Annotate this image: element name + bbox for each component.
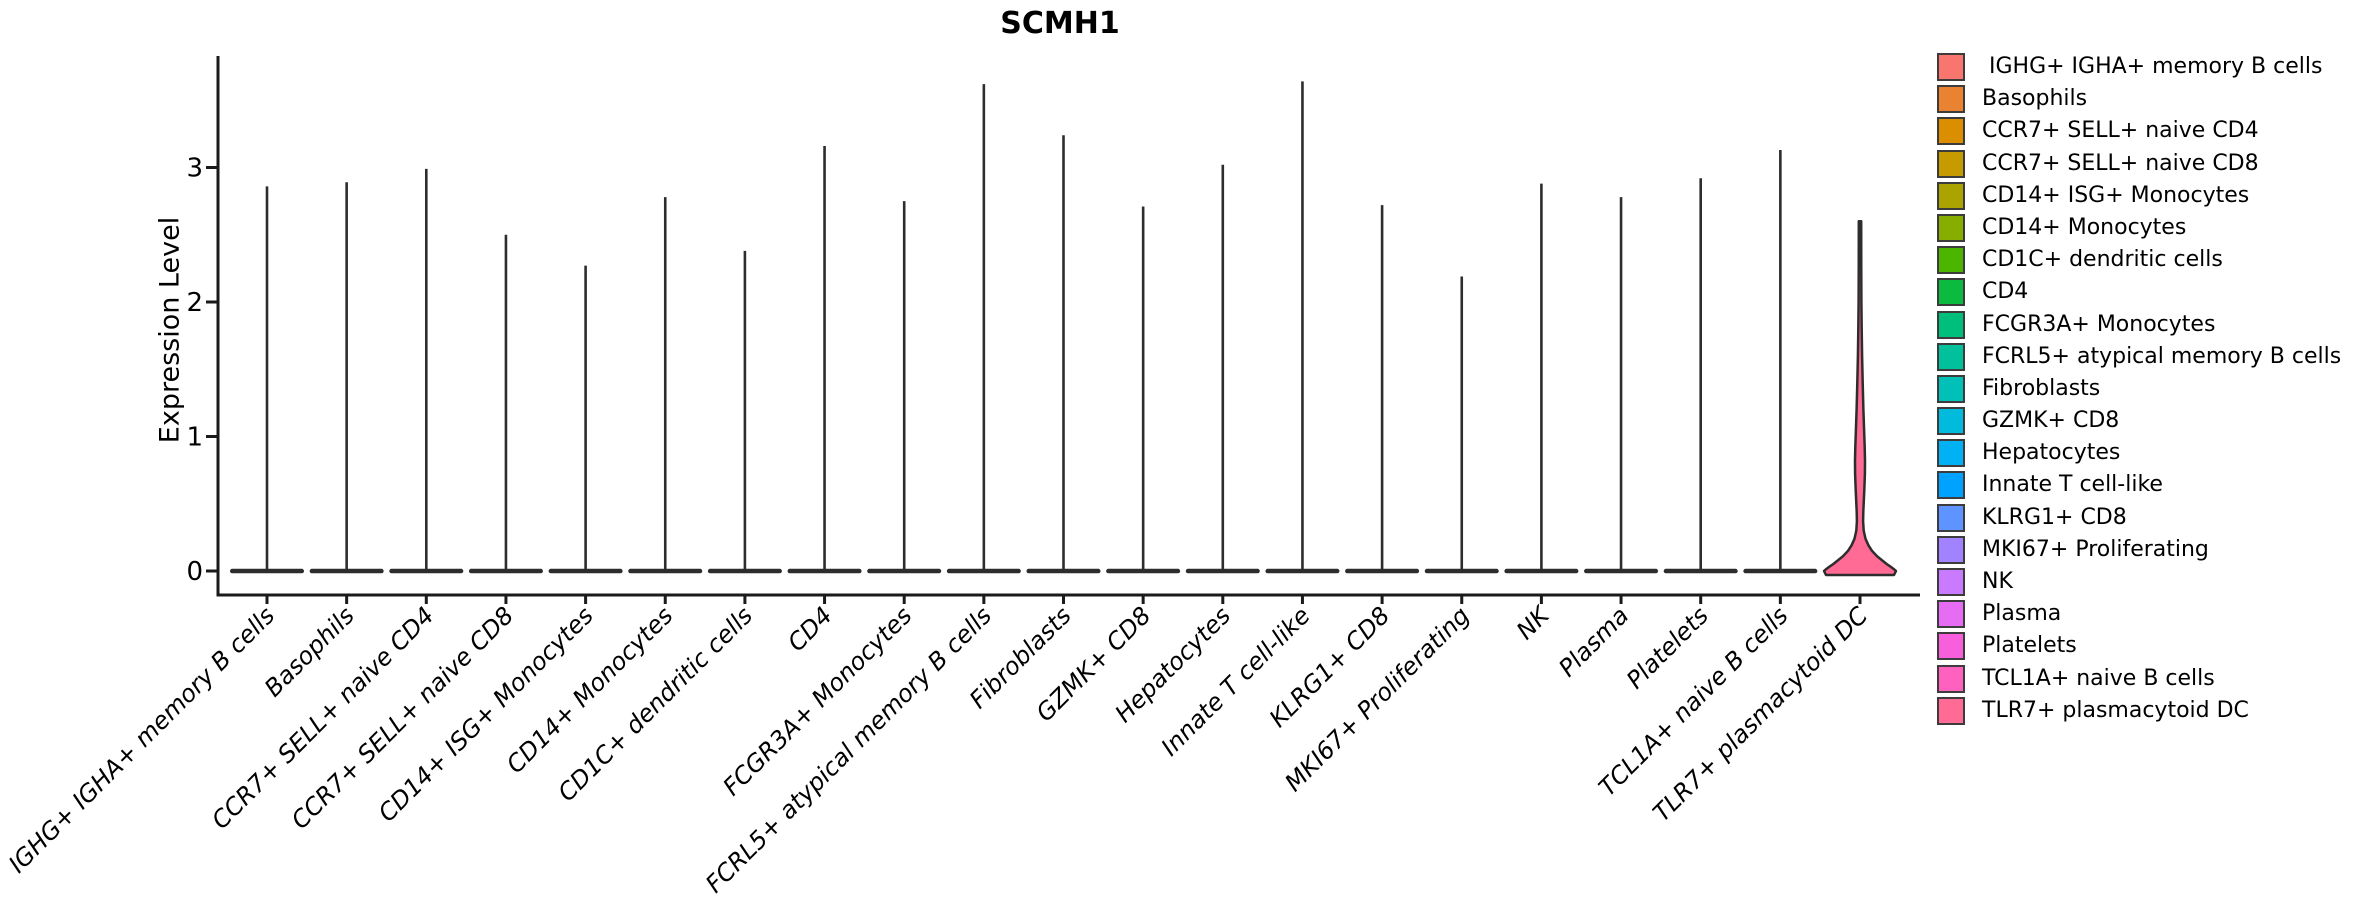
legend-item-label: Hepatocytes <box>1982 440 2121 466</box>
violin-base <box>1265 568 1340 574</box>
legend-color-swatch <box>1937 535 1965 564</box>
violin-body-tlr7 <box>1822 220 1898 577</box>
legend-color-swatch <box>1937 310 1965 339</box>
legend-item-label: CD4 <box>1982 279 2029 305</box>
legend-color-swatch <box>1937 664 1965 693</box>
x-category-label: Innate T cell-like <box>1156 601 1316 761</box>
y-axis-title: Expression Level <box>154 216 186 444</box>
legend-item: CD1C+ dendritic cells <box>1937 246 2341 275</box>
legend-item: FCRL5+ atypical memory B cells <box>1937 342 2342 371</box>
legend-item-label: CD1C+ dendritic cells <box>1982 247 2223 273</box>
legend-item-label: KLRG1+ CD8 <box>1982 504 2127 530</box>
violin-base <box>1504 568 1579 574</box>
legend-item-label: IGHG+ IGHA+ memory B cells <box>1982 54 2323 79</box>
legend: IGHG+ IGHA+ memory B cells Basophils CCR7+… <box>1937 53 2341 729</box>
violin-base <box>1026 568 1101 574</box>
legend-item-label: Plasma <box>1982 601 2062 627</box>
legend-item: CD14+ Monocytes <box>1937 213 2341 242</box>
violin-base <box>309 568 384 574</box>
legend-item-label: Fibroblasts <box>1982 375 2101 401</box>
violin-base <box>548 568 623 574</box>
legend-item: CCR7+ SELL+ naive CD8 <box>1937 149 2341 178</box>
x-category-label: Plasma <box>1553 601 1634 682</box>
legend-color-swatch <box>1937 149 1965 178</box>
legend-item: CD4 <box>1937 278 2341 307</box>
legend-item-label: Platelets <box>1982 633 2077 659</box>
violin-base <box>1345 568 1420 574</box>
x-category-label: NK <box>1511 600 1556 645</box>
legend-color-swatch <box>1937 246 1965 275</box>
legend-item: KLRG1+ CD8 <box>1937 503 2341 532</box>
legend-item-label: CCR7+ SELL+ naive CD8 <box>1982 150 2259 176</box>
violin-base <box>946 568 1021 574</box>
legend-item: Platelets <box>1937 632 2341 661</box>
violin-base <box>707 568 782 574</box>
violin-base <box>867 568 942 574</box>
legend-item-label: GZMK+ CD8 <box>1982 408 2120 434</box>
legend-color-swatch <box>1937 213 1965 242</box>
legend-item: GZMK+ CD8 <box>1937 407 2341 436</box>
legend-color-swatch <box>1937 632 1965 661</box>
violin-base <box>230 568 304 574</box>
y-tick-label: 0 <box>186 557 203 587</box>
violin-base <box>1424 568 1499 574</box>
legend-item: NK <box>1937 568 2341 596</box>
legend-item: Fibroblasts <box>1937 374 2341 403</box>
violin-base <box>1743 568 1818 574</box>
legend-item-label: MKI67+ Proliferating <box>1982 536 2209 562</box>
violin-base <box>628 568 703 574</box>
violin-base <box>1663 568 1738 574</box>
legend-color-swatch <box>1937 600 1965 629</box>
x-category-label: IGHG+ IGHA+ memory B cells <box>3 601 280 878</box>
legend-item: MKI67+ Proliferating <box>1937 535 2341 564</box>
legend-color-swatch <box>1937 407 1965 436</box>
violin-base <box>468 568 543 574</box>
legend-color-swatch <box>1937 181 1965 210</box>
legend-color-swatch <box>1937 471 1965 500</box>
violin-base <box>1106 568 1181 574</box>
legend-color-swatch <box>1937 117 1965 146</box>
legend-item: TLR7+ plasmacytoid DC <box>1937 696 2341 725</box>
violin-base <box>389 568 464 574</box>
chart-title: SCMH1 <box>1000 6 1120 41</box>
legend-item-label: CD14+ Monocytes <box>1982 214 2187 240</box>
legend-item-label: TCL1A+ naive B cells <box>1982 665 2215 691</box>
legend-color-swatch <box>1937 85 1965 114</box>
y-tick-label: 3 <box>186 154 203 184</box>
legend-item-label: TLR7+ plasmacytoid DC <box>1982 697 2249 723</box>
legend-item-label: FCRL5+ atypical memory B cells <box>1982 343 2342 369</box>
legend-item: Basophils <box>1937 85 2341 114</box>
legend-color-swatch <box>1937 374 1965 403</box>
legend-item: Innate T cell-like <box>1937 471 2341 500</box>
violin-base <box>787 568 862 574</box>
legend-item: Plasma <box>1937 600 2341 629</box>
legend-item-label: NK <box>1982 569 2013 594</box>
legend-color-swatch <box>1937 53 1965 81</box>
legend-item: IGHG+ IGHA+ memory B cells <box>1937 53 2341 81</box>
violin-base <box>1584 568 1659 574</box>
legend-color-swatch <box>1937 278 1965 307</box>
legend-color-swatch <box>1937 439 1965 468</box>
legend-item: TCL1A+ naive B cells <box>1937 664 2341 693</box>
x-category-label: FCRL5+ atypical memory B cells <box>700 601 997 898</box>
legend-item-label: CD14+ ISG+ Monocytes <box>1982 182 2250 208</box>
legend-item: CD14+ ISG+ Monocytes <box>1937 181 2341 210</box>
legend-item-label: Basophils <box>1982 86 2088 112</box>
legend-color-swatch <box>1937 568 1965 596</box>
legend-color-swatch <box>1937 342 1965 371</box>
legend-item-label: Innate T cell-like <box>1982 472 2163 498</box>
y-tick-label: 2 <box>186 288 203 318</box>
legend-color-swatch <box>1937 503 1965 532</box>
legend-item-label: CCR7+ SELL+ naive CD4 <box>1982 118 2259 144</box>
legend-item: CCR7+ SELL+ naive CD4 <box>1937 117 2341 146</box>
legend-item: Hepatocytes <box>1937 439 2341 468</box>
legend-item: FCGR3A+ Monocytes <box>1937 310 2341 339</box>
x-category-label: CD4 <box>782 601 838 657</box>
legend-item-label: FCGR3A+ Monocytes <box>1982 311 2216 337</box>
violin-base <box>1185 568 1260 574</box>
legend-color-swatch <box>1937 696 1965 725</box>
y-tick-label: 1 <box>186 423 203 453</box>
